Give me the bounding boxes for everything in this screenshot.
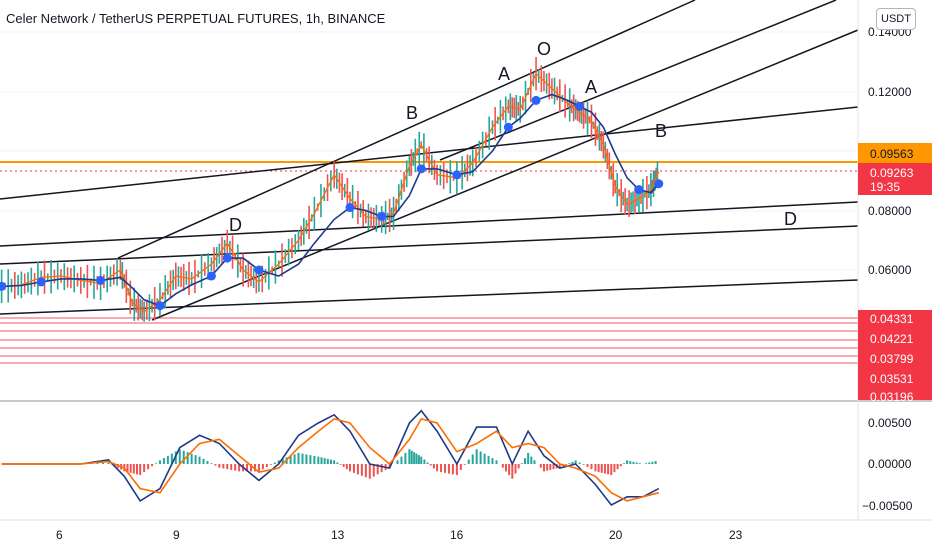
price-series-line <box>1 72 660 313</box>
y-tick-label: 0.08000 <box>868 204 912 218</box>
support-line-lower <box>0 225 859 265</box>
signal-dot <box>416 164 426 174</box>
red-level-lines <box>0 317 858 364</box>
level-label: 0.03196 <box>870 390 914 404</box>
signal-dot <box>206 271 216 281</box>
level-label: 0.04331 <box>870 312 914 326</box>
y-tick-label: 0.06000 <box>868 263 912 277</box>
signal-dot <box>0 281 7 291</box>
signal-dot <box>531 95 541 105</box>
level-label: 0.03799 <box>870 352 914 366</box>
level-label: 0.03531 <box>870 372 914 386</box>
chart-title: Celer Network / TetherUS PERPETUAL FUTUR… <box>6 11 386 26</box>
signal-dot <box>222 253 232 263</box>
time-axis[interactable]: 6 9 13 16 20 23 <box>56 528 743 542</box>
axis-price-labels: 0.09563 0.09263 19:35 0.04331 0.04221 0.… <box>858 143 932 404</box>
macd-tick-label: 0.00500 <box>868 416 912 430</box>
signal-dot <box>452 170 462 180</box>
price-axis[interactable]: 0.14000 0.12000 0.08000 0.06000 0.00500 … <box>862 25 913 513</box>
signal-dot <box>377 211 387 221</box>
macd-tick-label: 0.00000 <box>868 457 912 471</box>
x-tick-label: 23 <box>729 528 743 542</box>
signal-dot <box>96 275 106 285</box>
wave-label: D <box>229 215 242 235</box>
signal-line <box>1 417 659 502</box>
signal-dot <box>155 301 165 311</box>
signal-dot <box>634 185 644 195</box>
signal-dot <box>654 179 664 189</box>
x-tick-label: 9 <box>173 528 180 542</box>
x-tick-label: 20 <box>609 528 623 542</box>
wave-label: B <box>406 103 418 123</box>
y-tick-label: 0.12000 <box>868 85 912 99</box>
macd-histogram <box>85 449 657 479</box>
countdown-label: 19:35 <box>870 180 900 194</box>
macd-tick-label: −0.00500 <box>862 499 913 513</box>
signal-dot <box>254 265 264 275</box>
wave-label: A <box>585 77 597 97</box>
signal-dot <box>575 101 585 111</box>
orange-line-label: 0.09563 <box>870 147 914 161</box>
wave-label: D <box>784 209 797 229</box>
x-tick-label: 6 <box>56 528 63 542</box>
level-label: 0.04221 <box>870 332 914 346</box>
x-tick-label: 16 <box>450 528 464 542</box>
signal-dots <box>0 95 664 311</box>
macd-line <box>1 409 660 507</box>
base-line <box>0 279 859 315</box>
last-price-label: 0.09263 <box>870 166 914 180</box>
signal-dot <box>36 277 46 287</box>
wave-label: A <box>498 64 510 84</box>
signal-dot <box>503 122 513 132</box>
currency-button[interactable]: USDT <box>876 8 916 30</box>
channel-mid-line <box>439 0 837 161</box>
x-tick-label: 13 <box>331 528 345 542</box>
channel-upper-line <box>117 0 696 259</box>
signal-dot <box>345 203 355 213</box>
wave-label: O <box>537 39 551 59</box>
support-line-d <box>0 201 859 247</box>
wave-label: B <box>655 121 667 141</box>
wave-labels: D B A O A B D <box>229 39 797 235</box>
